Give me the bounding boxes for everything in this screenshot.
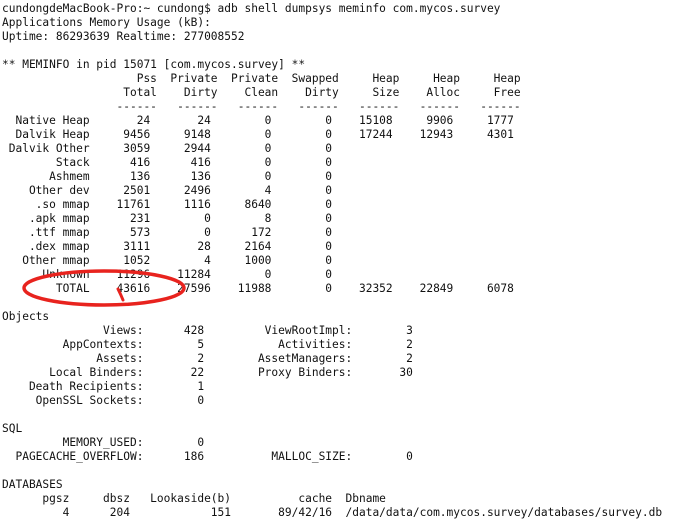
terminal-line: Assets: 2 AssetManagers: 2 bbox=[2, 352, 413, 365]
terminal-line: Dalvik Other 3059 2944 0 0 bbox=[2, 142, 333, 155]
terminal-line: pgsz dbsz Lookaside(b) cache Dbname bbox=[2, 492, 386, 505]
terminal-line: ------ ------ ------ ------ ------ -----… bbox=[2, 100, 521, 113]
terminal-line: Death Recipients: 1 bbox=[2, 380, 205, 393]
terminal-line: AppContexts: 5 Activities: 2 bbox=[2, 338, 413, 351]
terminal-line: MEMORY_USED: 0 bbox=[2, 436, 205, 449]
terminal-line: Views: 428 ViewRootImpl: 3 bbox=[2, 324, 413, 337]
terminal-line: Objects bbox=[2, 310, 50, 323]
terminal-line: Applications Memory Usage (kB): bbox=[2, 16, 211, 29]
terminal-line: cundongdeMacBook-Pro:~ cundong$ adb shel… bbox=[2, 2, 501, 15]
terminal-line: TOTAL 43616 27596 11988 0 32352 22849 60… bbox=[2, 282, 514, 295]
terminal-line: ** MEMINFO in pid 15071 [com.mycos.surve… bbox=[2, 58, 306, 71]
terminal-line: .so mmap 11761 1116 8640 0 bbox=[2, 198, 333, 211]
terminal-line: Native Heap 24 24 0 0 15108 9906 1777 bbox=[2, 114, 514, 127]
terminal-line: .ttf mmap 573 0 172 0 bbox=[2, 226, 333, 239]
terminal-line: Other dev 2501 2496 4 0 bbox=[2, 184, 333, 197]
terminal-line: Other mmap 1052 4 1000 0 bbox=[2, 254, 333, 267]
terminal-line: Local Binders: 22 Proxy Binders: 30 bbox=[2, 366, 413, 379]
terminal-line: 4 204 151 89/42/16 /data/data/com.mycos.… bbox=[2, 506, 663, 519]
terminal-line: Pss Private Private Swapped Heap Heap He… bbox=[2, 72, 521, 85]
terminal-line: Stack 416 416 0 0 bbox=[2, 156, 333, 169]
terminal-line: SQL bbox=[2, 422, 23, 435]
terminal-line: Total Dirty Clean Dirty Size Alloc Free bbox=[2, 86, 521, 99]
terminal-line: OpenSSL Sockets: 0 bbox=[2, 394, 205, 407]
terminal-line: .apk mmap 231 0 8 0 bbox=[2, 212, 333, 225]
terminal-line: .dex mmap 3111 28 2164 0 bbox=[2, 240, 333, 253]
terminal-line: Ashmem 136 136 0 0 bbox=[2, 170, 333, 183]
terminal-line: Dalvik Heap 9456 9148 0 0 17244 12943 43… bbox=[2, 128, 514, 141]
terminal-line: DATABASES bbox=[2, 478, 63, 491]
terminal-line: Uptime: 86293639 Realtime: 277008552 bbox=[2, 30, 245, 43]
terminal-line: Unknown 11296 11284 0 0 bbox=[2, 268, 333, 281]
terminal-line: PAGECACHE_OVERFLOW: 186 MALLOC_SIZE: 0 bbox=[2, 450, 413, 463]
